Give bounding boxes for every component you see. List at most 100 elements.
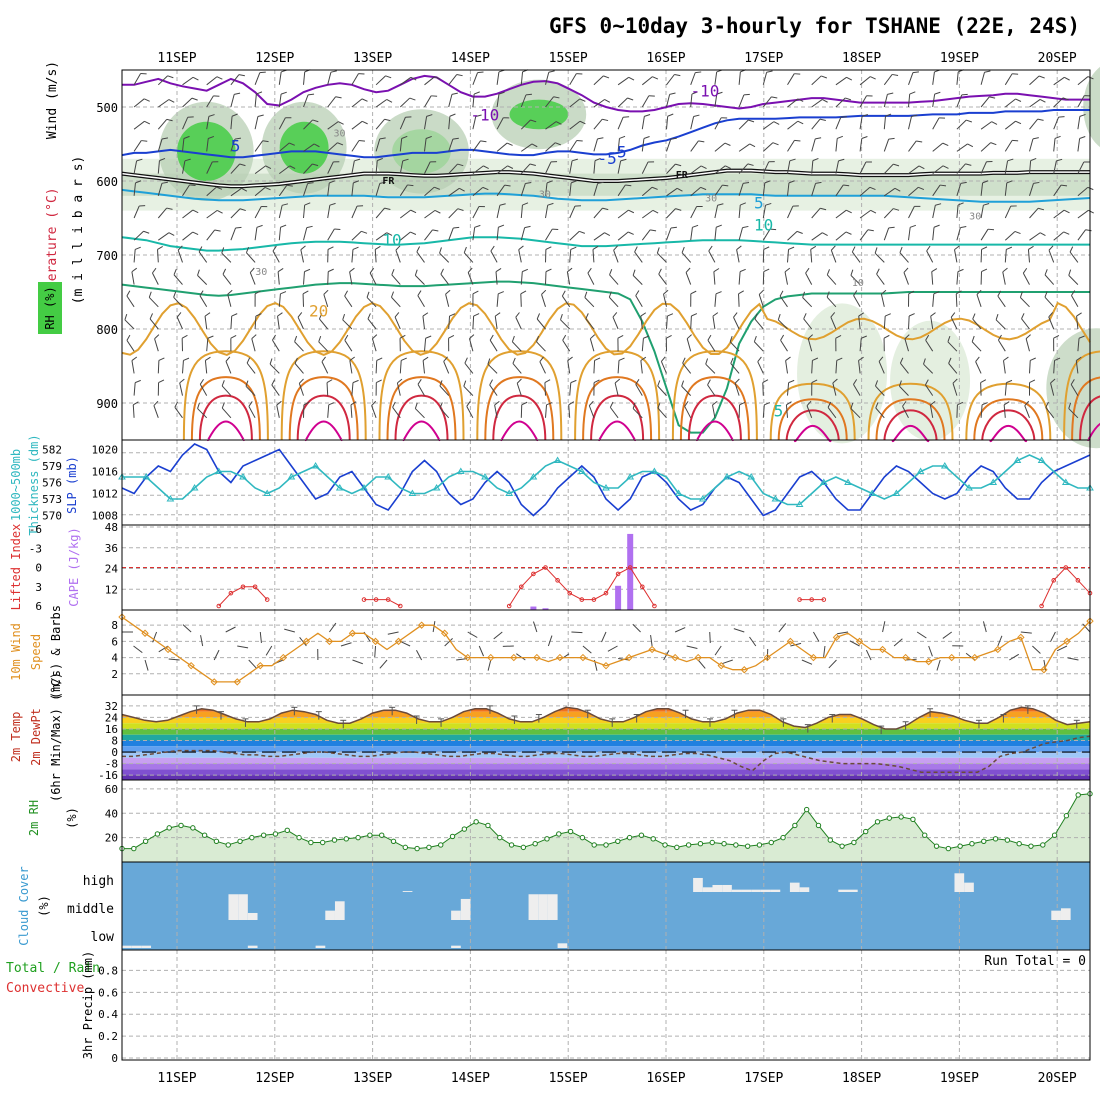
wind-barb <box>666 138 672 152</box>
contour-label: 5 <box>231 136 241 155</box>
wind-barb-flag <box>489 379 493 386</box>
cloud-bar <box>741 889 752 892</box>
thickness-marker <box>1037 456 1046 463</box>
wind-barb <box>344 295 353 308</box>
wind-barb-flag <box>869 76 876 80</box>
li-tick: 6 <box>35 600 42 613</box>
wind-barb <box>663 294 667 307</box>
contour-label: -10 <box>470 105 499 124</box>
wind-barb <box>254 72 261 85</box>
wind-barb <box>930 316 934 330</box>
wind-barb <box>980 72 985 85</box>
warm-isotherm <box>280 350 367 441</box>
wind-barb <box>614 382 619 396</box>
wind-barb <box>851 251 861 263</box>
wind-barb <box>858 316 861 330</box>
wind-barb <box>666 116 669 130</box>
rh-marker <box>1004 837 1011 843</box>
wind-barb-flag <box>995 313 999 320</box>
wind-barb-flag <box>525 182 532 184</box>
wind-barb <box>157 207 168 219</box>
rh-marker <box>933 843 940 849</box>
warm-isotherm <box>198 394 253 441</box>
wind-barb-flag <box>135 180 142 184</box>
wind-barb-flag <box>918 186 925 191</box>
wind-barb <box>908 94 911 108</box>
temp-tick: 0 <box>111 746 118 759</box>
wind-barb-flag <box>395 245 401 251</box>
wind-barb-flag <box>656 247 660 254</box>
wind-barb <box>714 227 717 241</box>
wind-barb <box>448 116 451 130</box>
wind-barb-flag <box>712 400 718 406</box>
wind-barb-flag <box>613 245 619 251</box>
cloud-bar <box>334 901 345 920</box>
wind-barb <box>811 183 817 196</box>
wind-barb-flag <box>592 245 599 250</box>
wind-barb-flag <box>300 245 306 251</box>
wind-barb <box>490 250 498 263</box>
slp-line <box>121 443 1091 517</box>
wind-barb <box>375 99 388 108</box>
wind-barb-flag <box>1053 334 1060 339</box>
wind-barb <box>1025 338 1030 352</box>
wind-barb <box>371 338 377 352</box>
warm-isotherm <box>394 394 449 441</box>
wind-barb <box>545 142 556 152</box>
wind-barb <box>520 163 531 174</box>
contour-label: 30 <box>539 189 551 200</box>
wind-barb-flag <box>409 97 416 101</box>
wind-barb-flag <box>168 99 175 103</box>
wind-barb <box>787 182 790 196</box>
wind-barb <box>612 316 619 330</box>
wind-barb <box>956 94 963 108</box>
thickness-marker <box>674 489 683 496</box>
wind-barb-flag <box>422 356 429 361</box>
wind-barb <box>908 72 914 85</box>
wind-barb <box>730 363 740 374</box>
wind-barb <box>932 205 936 219</box>
wind-speed-marker <box>533 653 541 662</box>
surface-wind-barb <box>213 649 220 661</box>
wind-barb-flag <box>588 400 594 406</box>
temp-band <box>122 723 1090 729</box>
rh-marker <box>556 831 562 837</box>
wind-barb <box>609 407 619 419</box>
thickness-marker <box>892 489 901 496</box>
wind-barb <box>738 205 741 219</box>
wind-barb-flag <box>1058 116 1065 118</box>
wind-barb <box>681 252 692 263</box>
wind-barb <box>367 318 377 330</box>
wind-barb <box>714 94 718 108</box>
temp-tick: 32 <box>105 700 118 713</box>
wind-barb <box>221 407 232 419</box>
wind-barb <box>561 295 571 308</box>
wind-barb <box>351 182 354 196</box>
wind-speed-marker <box>740 666 748 674</box>
wind-barb <box>686 338 692 352</box>
wind-barb <box>1077 116 1081 130</box>
warm-isotherm <box>582 376 653 441</box>
wind-barb <box>157 360 160 374</box>
wind-barb-flag <box>956 290 962 295</box>
wind-barb <box>417 384 425 396</box>
wind-barb-flag <box>456 74 463 77</box>
cloud-axis-labels: Cloud Cover (%) <box>17 866 51 945</box>
wind-barb-flag <box>981 246 988 250</box>
wind-barb-flag <box>1030 157 1037 162</box>
wind-barb-flag <box>635 379 640 385</box>
wind-barb <box>853 295 861 308</box>
wind-barb <box>859 76 871 86</box>
wind-barb <box>496 227 499 241</box>
wind-barb <box>399 184 408 197</box>
wind-barb-flag <box>256 224 263 228</box>
surface-wind-barb <box>697 659 706 669</box>
wind-barb <box>593 183 599 196</box>
wind-barb-flag <box>221 402 225 409</box>
thickness-marker <box>287 473 296 480</box>
wind-barb-flag <box>126 290 131 297</box>
wind-barb <box>496 205 501 219</box>
wind-barb <box>780 339 788 352</box>
wind-speed-marker <box>994 645 1002 654</box>
rh-marker <box>131 845 137 852</box>
